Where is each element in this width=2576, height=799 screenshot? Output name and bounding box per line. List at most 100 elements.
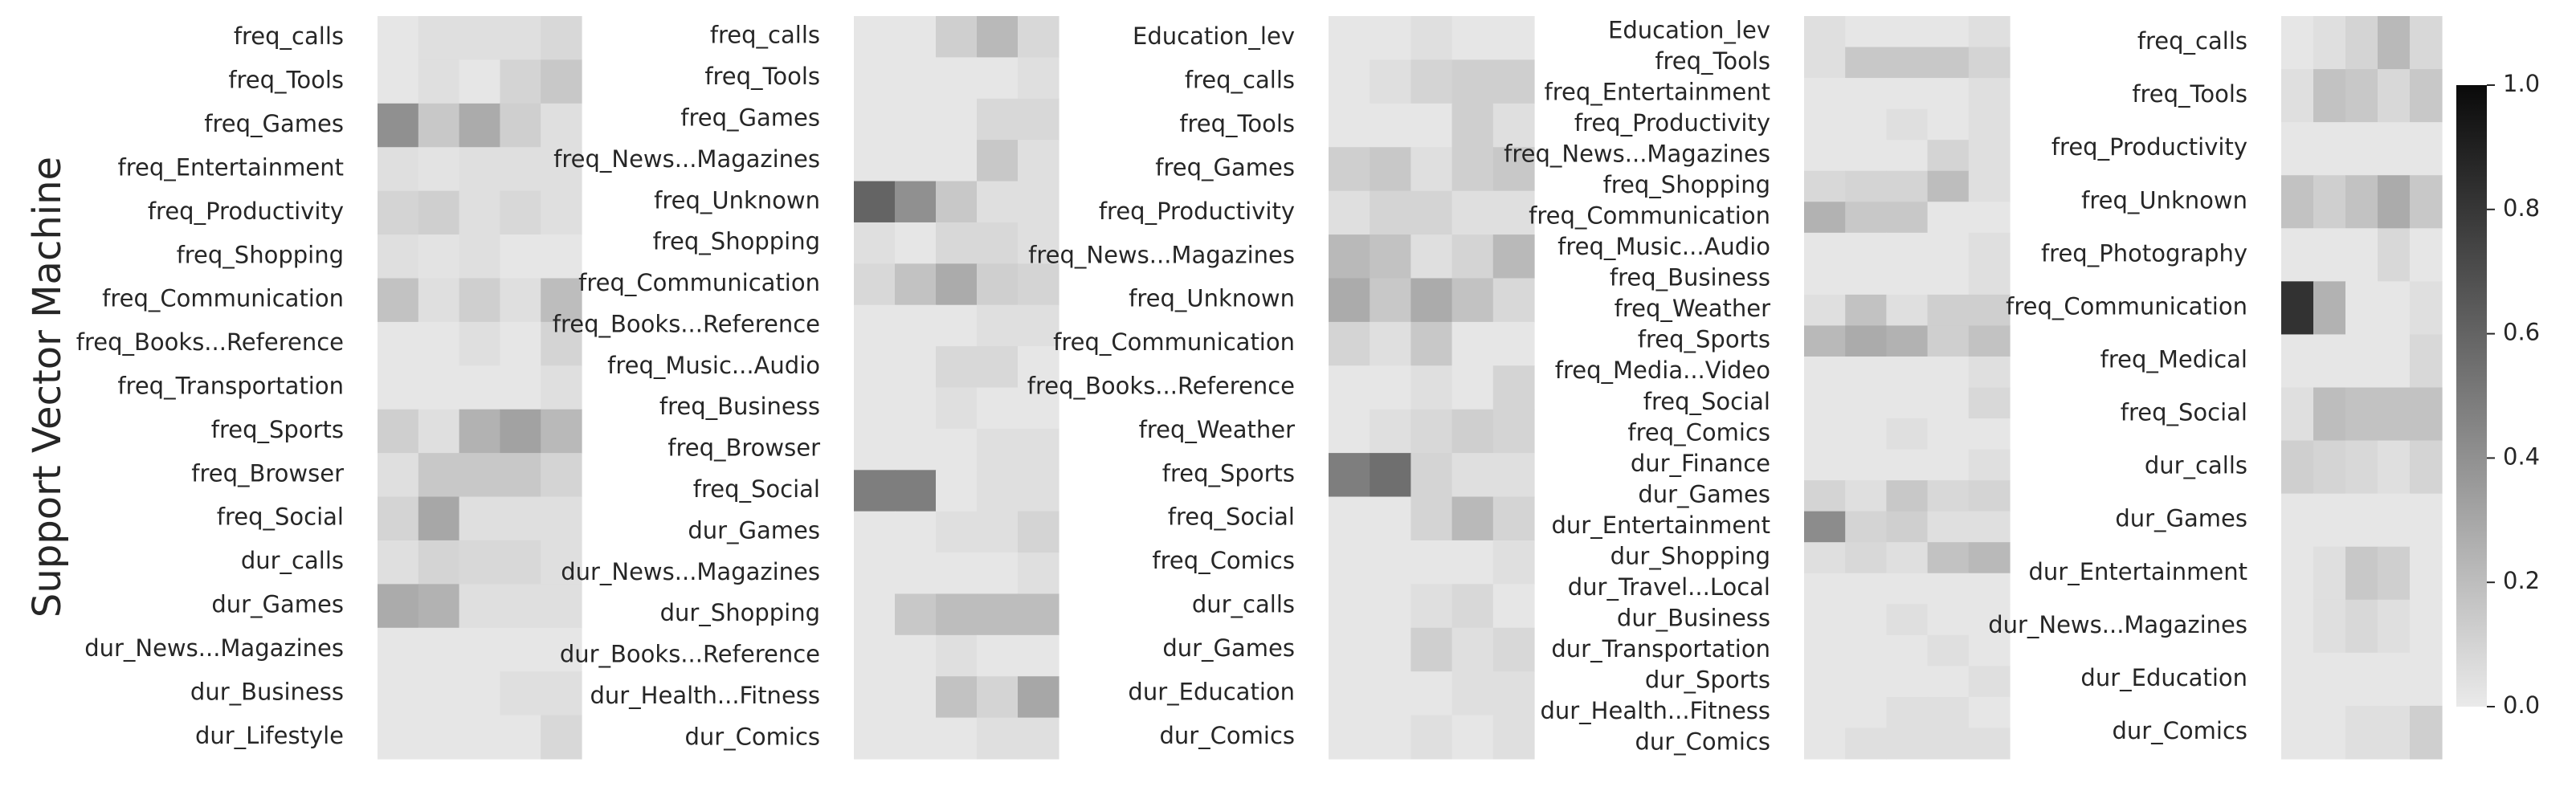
row-label: dur_Games xyxy=(2115,505,2247,532)
heatmap-cell xyxy=(1410,540,1453,585)
row-label: freq_Browser xyxy=(667,434,820,462)
heatmap-cell xyxy=(1886,108,1929,141)
heatmap-cell xyxy=(1492,59,1535,104)
heatmap-cell xyxy=(1927,325,1970,357)
heatmap-cell xyxy=(936,222,978,264)
heatmap-cell xyxy=(1886,573,1929,605)
heatmap-cell xyxy=(1492,365,1535,410)
heatmap-cell xyxy=(1804,480,1846,512)
heatmap-cell xyxy=(1804,263,1846,296)
row-label: freq_Social xyxy=(2121,399,2247,426)
heatmap-cell xyxy=(2345,705,2378,760)
heatmap-cell xyxy=(1410,627,1453,672)
heatmap-cell xyxy=(1927,728,1970,760)
heatmap-cell xyxy=(1804,634,1846,667)
heatmap-cell xyxy=(854,263,896,306)
heatmap-cell xyxy=(418,16,460,61)
heatmap-cell xyxy=(1018,304,1059,347)
heatmap-cell xyxy=(2410,228,2443,282)
row-label: dur_calls xyxy=(241,547,344,574)
row-label: dur_Entertainment xyxy=(1552,512,1770,539)
heatmap-cell xyxy=(500,278,541,323)
heatmap-cell xyxy=(1804,728,1846,760)
heatmap-cell xyxy=(2378,16,2411,70)
heatmap-cell xyxy=(1804,604,1846,636)
heatmap-cell xyxy=(895,304,937,347)
heatmap-cell xyxy=(1451,190,1494,235)
heatmap-cell xyxy=(1927,140,1970,172)
row-label: freq_News...Magazines xyxy=(1028,241,1295,268)
row-label: freq_Social xyxy=(693,475,820,503)
heatmap-cell xyxy=(1018,16,1059,58)
row-label: dur_Lifestyle xyxy=(195,722,344,749)
row-label: dur_Health...Fitness xyxy=(1540,697,1770,724)
heatmap-cell xyxy=(459,103,500,148)
row-label: dur_Games xyxy=(1162,634,1295,662)
row-label: freq_Productivity xyxy=(1099,198,1295,225)
heatmap-cell xyxy=(1886,356,1929,389)
heatmap-cell xyxy=(2281,281,2314,336)
heatmap-cell xyxy=(2410,440,2443,495)
heatmap-cell xyxy=(2313,493,2346,548)
heatmap-cell xyxy=(2378,387,2411,442)
row-label: Education_lev xyxy=(1133,22,1295,50)
heatmap-cell xyxy=(2410,546,2443,601)
heatmap-cell xyxy=(2281,69,2314,123)
heatmap-cell xyxy=(459,409,500,454)
heatmap-cell xyxy=(854,140,896,182)
heatmap-cell xyxy=(2281,122,2314,176)
heatmap-cell xyxy=(895,98,937,141)
row-label: freq_Productivity xyxy=(1574,109,1770,137)
heatmap-cell xyxy=(2378,599,2411,654)
heatmap-cell xyxy=(418,496,460,541)
heatmap-cell xyxy=(378,496,419,541)
heatmap-cell xyxy=(1018,470,1059,512)
heatmap-cell xyxy=(1018,634,1059,677)
heatmap-cell xyxy=(2345,16,2378,70)
heatmap-cell xyxy=(1018,511,1059,553)
heatmap-cell xyxy=(1804,16,1846,48)
heatmap-cell xyxy=(895,57,937,100)
heatmap-cell xyxy=(541,671,582,716)
heatmap-cell xyxy=(418,103,460,148)
heatmap-cell xyxy=(1886,325,1929,357)
colorbar-tick-label: 0.4 xyxy=(2503,442,2540,470)
heatmap-cell xyxy=(1492,234,1535,279)
heatmap-cell xyxy=(459,496,500,541)
heatmap-cell xyxy=(459,453,500,498)
heatmap-cell xyxy=(1845,16,1887,48)
heatmap-cell xyxy=(977,263,1019,306)
row-label: dur_calls xyxy=(1192,591,1295,618)
heatmap-cell xyxy=(1886,634,1929,667)
heatmap-cell xyxy=(2281,705,2314,760)
heatmap-cell xyxy=(1845,666,1887,698)
heatmap-cell xyxy=(2378,440,2411,495)
heatmap-cell xyxy=(1451,409,1494,454)
heatmap-cell xyxy=(1968,325,2011,357)
heatmap-cell xyxy=(1329,496,1370,541)
row-label: freq_Games xyxy=(1155,153,1295,181)
heatmap-cell xyxy=(500,671,541,716)
heatmap-cell xyxy=(1804,108,1846,141)
heatmap-cell xyxy=(1370,584,1411,629)
heatmap-cell xyxy=(459,715,500,760)
heatmap-cell xyxy=(2313,546,2346,601)
heatmap-cell xyxy=(1886,666,1929,698)
heatmap-cell xyxy=(2313,599,2346,654)
heatmap-cell xyxy=(936,263,978,306)
heatmap-cell xyxy=(1968,170,2011,202)
colorbar: 1.0 0.8 0.6 0.4 0.2 0.0 xyxy=(2456,70,2540,719)
heatmap-cell xyxy=(2281,599,2314,654)
heatmap-cell xyxy=(1492,409,1535,454)
heatmap-cell xyxy=(541,584,582,629)
heatmap-cell xyxy=(1804,666,1846,698)
heatmap-cell xyxy=(895,222,937,264)
heatmap-cell xyxy=(1927,294,1970,327)
heatmap-cell xyxy=(378,321,419,366)
heatmap-cell xyxy=(459,584,500,629)
heatmap-cell xyxy=(854,387,896,430)
row-label: freq_Productivity xyxy=(2051,133,2247,161)
heatmap-cell xyxy=(1845,325,1887,357)
heatmap-cell xyxy=(418,540,460,585)
heatmap-cell xyxy=(2313,387,2346,442)
